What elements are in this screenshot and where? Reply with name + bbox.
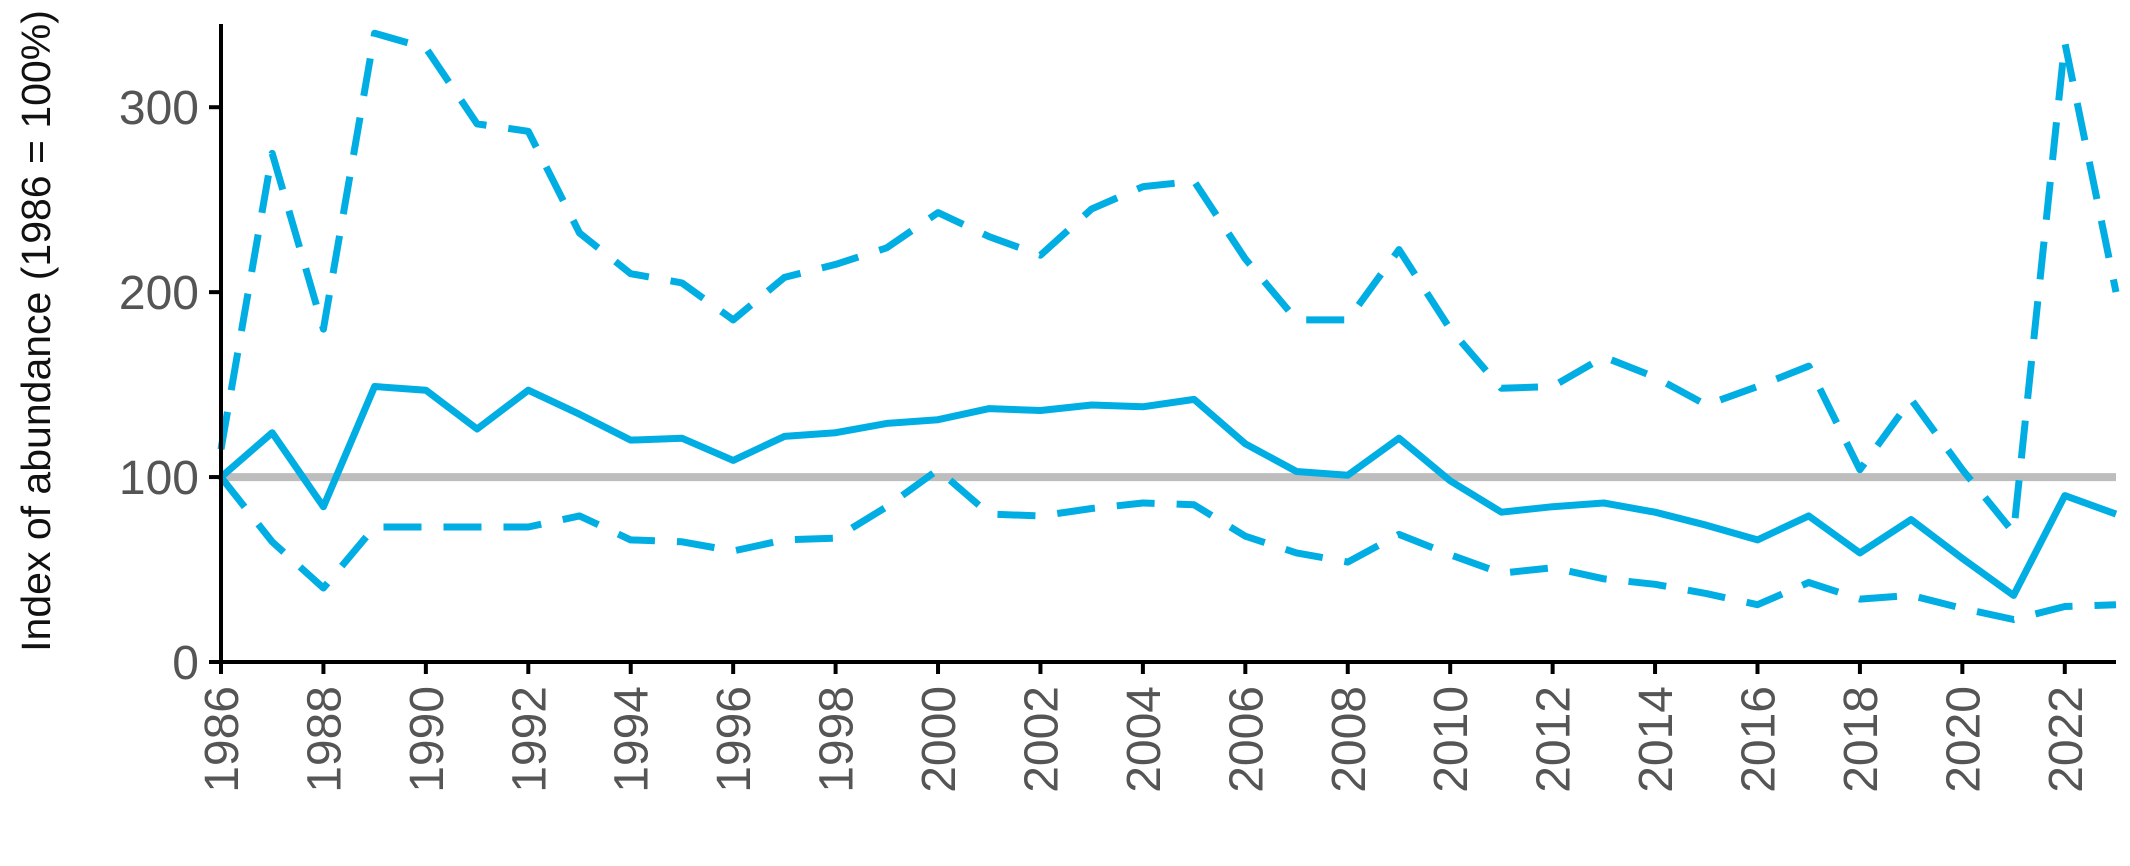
x-tick-label: 2006 <box>1220 686 1273 793</box>
x-tick-label: 2012 <box>1528 686 1581 793</box>
x-tick-label: 2008 <box>1323 686 1376 793</box>
y-tick-label: 100 <box>119 452 199 505</box>
x-tick-label: 2004 <box>1118 686 1171 793</box>
series-layer <box>217 29 2120 623</box>
x-tick-label: 1994 <box>606 686 659 793</box>
x-tick-label: 2002 <box>1015 686 1068 793</box>
y-axis-ticks: 0 100 200 300 <box>119 82 221 690</box>
x-tick-label: 1990 <box>401 686 454 793</box>
x-tick-label: 1996 <box>708 686 761 793</box>
x-tick-label: 2010 <box>1425 686 1478 793</box>
x-tick-label: 1986 <box>196 686 249 793</box>
x-tick-label: 1992 <box>503 686 556 793</box>
index-line <box>218 383 2118 599</box>
y-tick-label: 300 <box>119 82 199 135</box>
lower-confidence-line <box>218 466 2117 623</box>
y-tick-label: 200 <box>119 267 199 320</box>
x-axis-ticks: 1986 1988 1990 1992 1994 1996 1998 2000 2002 2004… <box>196 662 2093 793</box>
x-tick-label: 2000 <box>913 686 966 793</box>
upper-confidence-line <box>217 29 2120 537</box>
x-tick-label: 2022 <box>2040 686 2093 793</box>
x-tick-label: 1998 <box>811 686 864 793</box>
y-tick-label: 0 <box>172 637 199 690</box>
x-tick-label: 1988 <box>298 686 351 793</box>
x-tick-label: 2018 <box>1835 686 1888 793</box>
y-axis-title: Index of abundance (1986 = 100%) <box>13 10 59 652</box>
x-tick-label: 2014 <box>1630 686 1683 793</box>
x-tick-label: 2020 <box>1937 686 1990 793</box>
x-tick-label: 2016 <box>1732 686 1785 793</box>
